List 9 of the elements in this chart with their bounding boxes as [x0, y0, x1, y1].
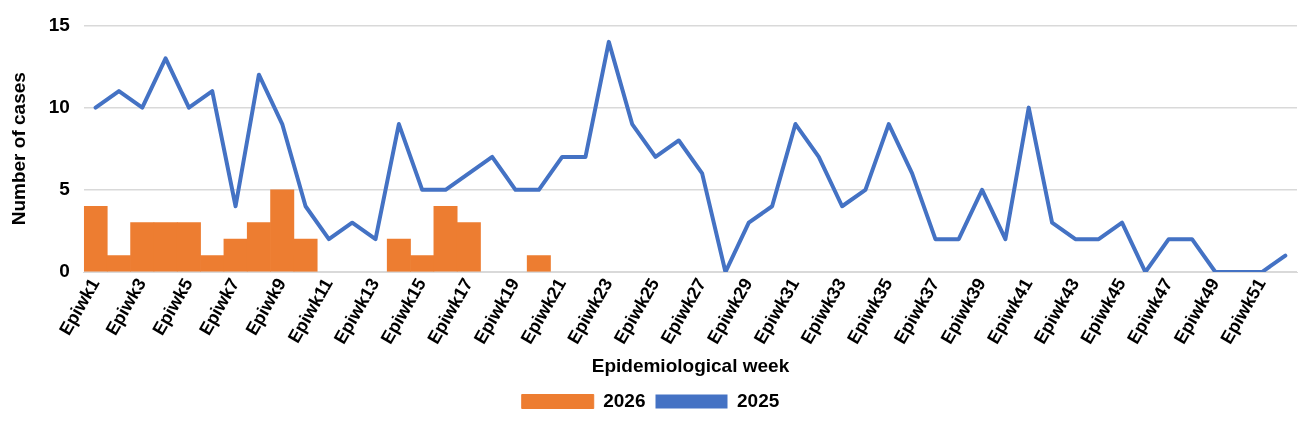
legend-label: 2026: [603, 389, 646, 411]
y-tick-label: 5: [59, 178, 71, 200]
y-tick-label: 15: [48, 13, 71, 35]
y-tick-label: 0: [59, 260, 70, 282]
legend-label: 2025: [737, 389, 780, 411]
y-axis-title: Number of cases: [7, 72, 29, 226]
x-axis-title: Epidemiological week: [591, 354, 790, 376]
y-tick-label: 10: [48, 95, 70, 117]
bar: [526, 255, 551, 272]
